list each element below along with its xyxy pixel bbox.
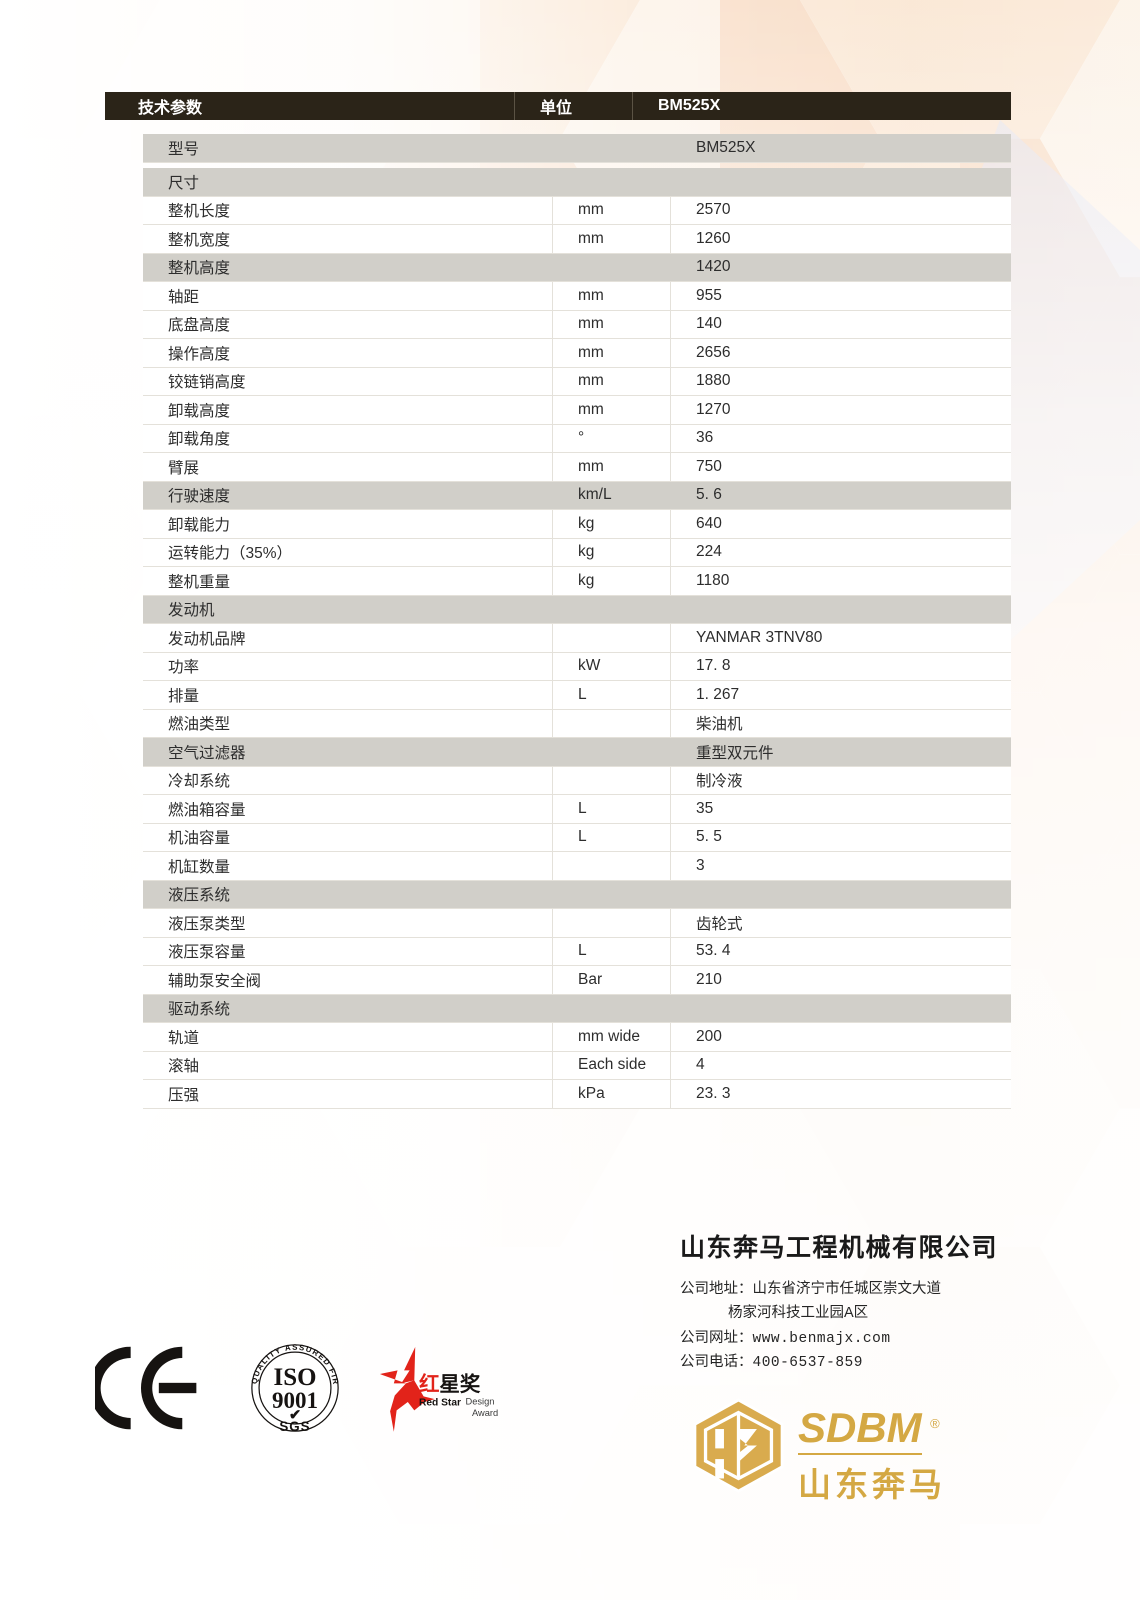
svg-text:Red Star: Red Star [419, 1398, 461, 1409]
svg-text:星奖: 星奖 [439, 1372, 480, 1396]
svg-text:Design: Design [465, 1397, 494, 1407]
svg-text:SGS: SGS [279, 1419, 310, 1434]
svg-text:ISO: ISO [274, 1364, 317, 1391]
svg-text:Award: Award [472, 1408, 498, 1418]
svg-text:红: 红 [419, 1372, 439, 1396]
